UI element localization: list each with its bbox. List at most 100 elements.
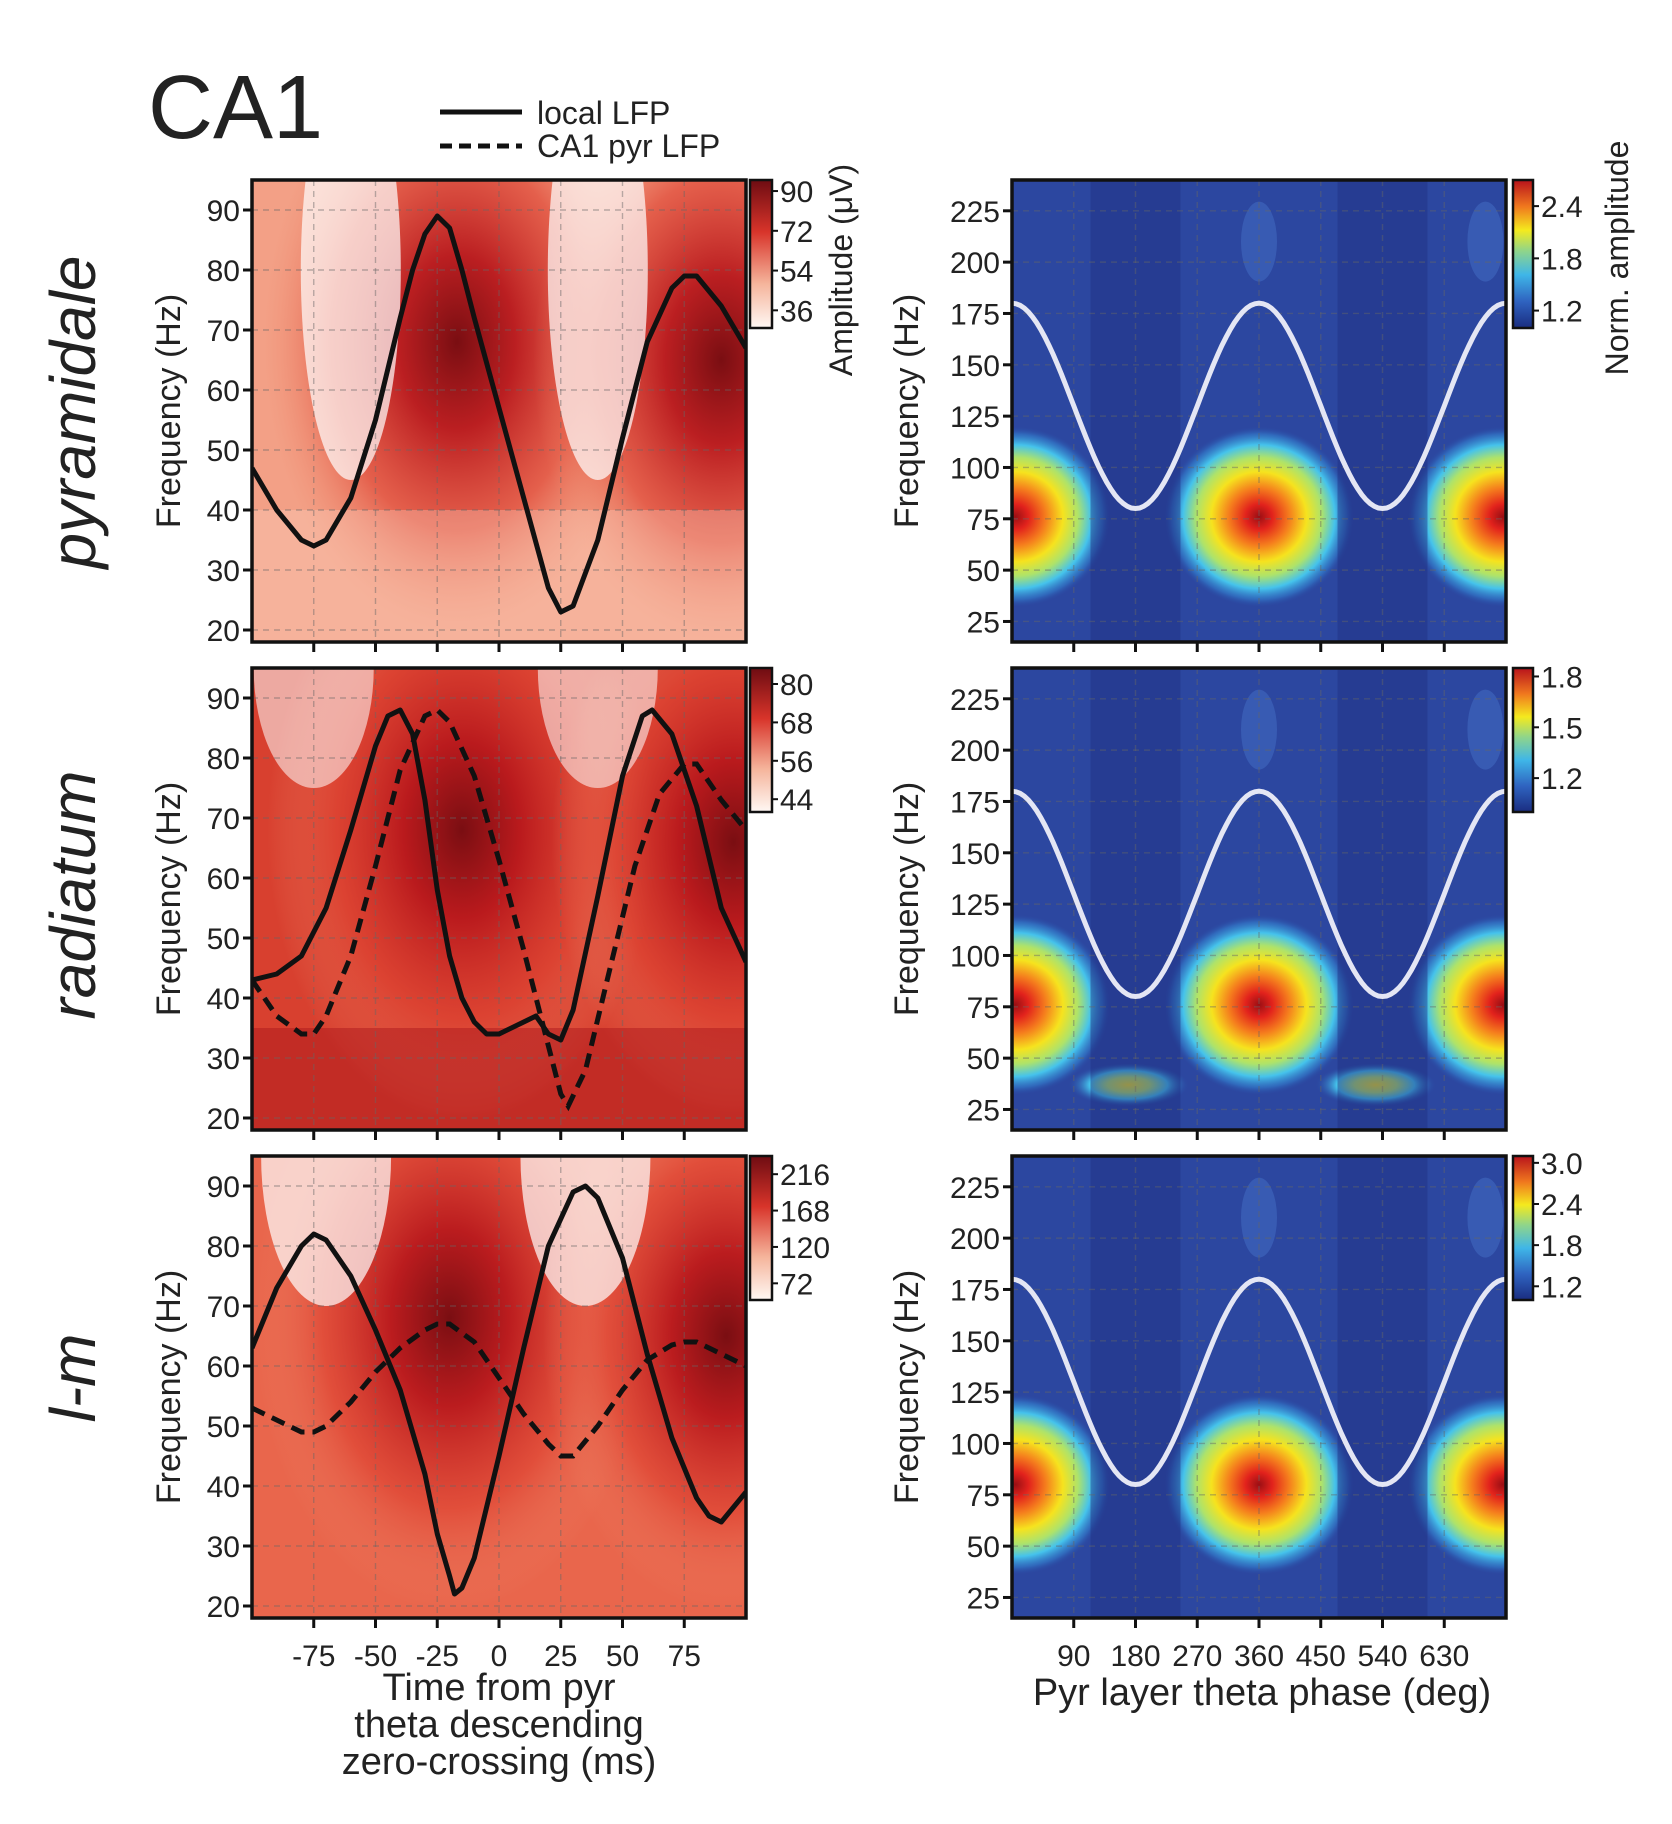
y-tick-label-4: 125 [950,401,1000,434]
y-tick-label-1: 50 [967,1043,1000,1076]
colorbar-tick-label-1: 168 [780,1196,830,1229]
colorbar [1511,666,1535,814]
y-tick-label-6: 80 [207,1231,240,1264]
y-tick-label-5: 70 [207,1291,240,1324]
y-tick-label-0: 25 [967,1582,1000,1615]
y-tick-label-6: 175 [950,298,1000,331]
colorbar [748,178,774,330]
y-tick-label-4: 125 [950,889,1000,922]
hotspot-1 [1164,1394,1354,1575]
faint-column-0 [1241,1177,1277,1258]
y-tick-label-2: 40 [207,983,240,1016]
y-tick-label-6: 80 [207,255,240,288]
y-tick-label-2: 40 [207,495,240,528]
faint-column-1 [1467,1177,1504,1258]
y-tick-label-6: 175 [950,1274,1000,1307]
y-tick-label-3: 50 [207,1411,240,1444]
colorbar-tick-label-3: 1.2 [1541,1271,1583,1304]
x-tick-label-0: -75 [292,1640,335,1673]
light-band-1 [520,1156,651,1306]
y-tick-label-2: 75 [967,1480,1000,1513]
y-tick-label-2: 75 [967,504,1000,537]
y-tick-label-4: 60 [207,375,240,408]
x-tick-label-1: -50 [354,1640,397,1673]
left-colorbar-label: Amplitude (μV) [823,164,859,376]
x-tick-label-6: 75 [668,1640,701,1673]
y-tick-label-3: 50 [207,923,240,956]
y-axis-label: Frequency (Hz) [888,294,926,528]
y-tick-label-1: 50 [967,555,1000,588]
y-tick-label-5: 150 [950,838,1000,871]
y-axis-label: Frequency (Hz) [150,1270,188,1504]
legend-solid-label: local LFP [537,95,670,131]
dark-band-0 [1090,1156,1181,1618]
y-axis-label: Frequency (Hz) [888,782,926,1016]
pyr-lfp-line [252,1321,746,1459]
faint-column-1 [1467,689,1504,770]
y-tick-label-3: 50 [207,435,240,468]
y-tick-label-3: 100 [950,1428,1000,1461]
y-tick-label-2: 75 [967,992,1000,1025]
colorbar [748,1154,774,1302]
y-tick-label-5: 70 [207,315,240,348]
faint-column-1 [1467,201,1504,282]
y-tick-label-0: 20 [207,1591,240,1624]
y-tick-label-4: 60 [207,1351,240,1384]
hotspot-2 [1407,914,1506,1095]
colorbar [1511,178,1535,330]
local-lfp-line [252,707,746,1043]
theta-phase-line [1012,1276,1506,1488]
faint-column-0 [1241,689,1277,770]
row-label-pyramidale: pyramidale [37,255,109,570]
y-tick-label-5: 150 [950,350,1000,383]
y-tick-label-3: 100 [950,452,1000,485]
colorbar-tick-label-0: 1.8 [1541,661,1583,694]
local-lfp-line [252,1183,746,1597]
colorbar-tick-label-2: 54 [780,256,813,289]
colorbar-tick-label-1: 68 [780,707,813,740]
hotspot-3 [1068,1062,1189,1107]
y-tick-label-8: 225 [950,1172,1000,1205]
y-tick-label-1: 30 [207,1043,240,1076]
panel-radiatum-amplitude: 20 30 40 50 60 70 80 90 80 68 56 44 Frequency (Hz) [150,666,813,1140]
y-tick-label-5: 70 [207,803,240,836]
y-tick-label-1: 30 [207,555,240,588]
hotspot-0 [1012,1394,1111,1575]
x-axis-label-line-3: zero-crossing (ms) [342,1741,657,1783]
y-tick-label-7: 90 [207,195,240,228]
x-axis-label: Pyr layer theta phase (deg) [1033,1672,1491,1714]
y-tick-label-5: 150 [950,1326,1000,1359]
dark-band-1 [1337,180,1428,642]
colorbar-tick-label-2: 120 [780,1232,830,1265]
y-tick-label-6: 175 [950,786,1000,819]
y-axis-label: Frequency (Hz) [150,782,188,1016]
panel-lm-normalized: 25 50 75 100 125 150 175 200 225 90 180 270 360 450 54… [888,1148,1583,1714]
dark-band-low [252,1028,746,1130]
y-tick-label-8: 225 [950,196,1000,229]
y-tick-label-0: 20 [207,1103,240,1136]
pyr-lfp-line [252,706,746,1112]
colorbar-tick-label-0: 3.0 [1541,1148,1583,1181]
x-tick-label-5: 540 [1357,1640,1407,1673]
y-tick-label-7: 200 [950,735,1000,768]
theta-phase-line [1012,788,1506,1000]
colorbar-tick-label-2: 1.2 [1541,296,1583,329]
x-tick-label-0: 90 [1057,1640,1090,1673]
dark-band-0 [1090,180,1181,642]
colorbar-tick-label-1: 2.4 [1541,1189,1583,1222]
y-tick-label-0: 20 [207,615,240,648]
x-tick-label-2: 270 [1172,1640,1222,1673]
local-lfp-line [252,213,746,615]
light-band-low [252,510,746,642]
y-tick-label-3: 100 [950,940,1000,973]
y-tick-label-4: 60 [207,863,240,896]
x-tick-label-1: 180 [1110,1640,1160,1673]
x-tick-label-3: 360 [1234,1640,1284,1673]
colorbar-tick-label-3: 44 [780,784,813,817]
x-tick-label-5: 50 [606,1640,639,1673]
colorbar-tick-label-3: 36 [780,295,813,328]
hotspot-1 [1164,914,1354,1095]
x-tick-label-6: 630 [1419,1640,1469,1673]
y-tick-label-2: 40 [207,1471,240,1504]
y-tick-label-0: 25 [967,606,1000,639]
